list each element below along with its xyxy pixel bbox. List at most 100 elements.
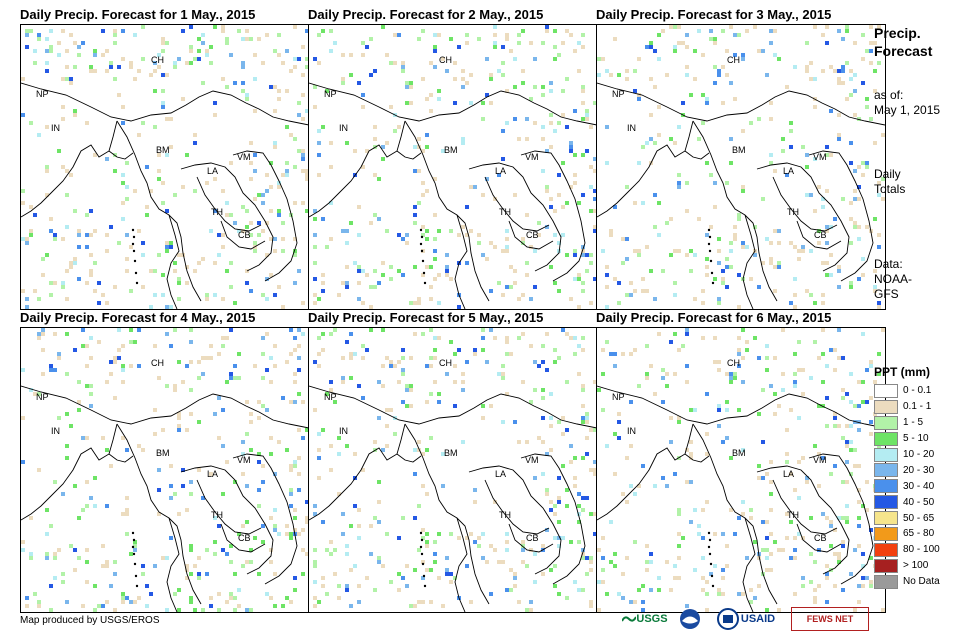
country-label-ch: CH: [151, 358, 164, 368]
daily-totals-line2: Totals: [874, 182, 906, 196]
legend-swatch: [874, 558, 898, 573]
as-of-date: as of: May 1, 2015: [874, 88, 964, 118]
country-label-th: TH: [499, 207, 511, 217]
country-label-bm: BM: [444, 448, 458, 458]
legend-label: 20 - 30: [903, 464, 935, 476]
country-label-la: LA: [495, 166, 506, 176]
country-label-np: NP: [324, 89, 337, 99]
legend-title: PPT (mm): [874, 365, 931, 379]
legend-label: 50 - 65: [903, 512, 935, 524]
daily-totals-note: Daily Totals: [874, 167, 964, 197]
country-label-ch: CH: [439, 55, 452, 65]
country-label-np: NP: [36, 89, 49, 99]
legend-item: 80 - 100: [874, 542, 940, 558]
country-label-cb: CB: [238, 533, 251, 543]
usaid-logo: USAID: [707, 607, 785, 631]
country-label-in: IN: [339, 426, 348, 436]
precip-layer: [21, 25, 309, 309]
country-label-vm: VM: [237, 152, 251, 162]
country-label-in: IN: [51, 426, 60, 436]
country-borders: [597, 82, 885, 309]
country-label-la: LA: [207, 166, 218, 176]
legend-item: 50 - 65: [874, 510, 940, 526]
country-label-bm: BM: [444, 145, 458, 155]
country-label-bm: BM: [156, 145, 170, 155]
sidebar-title-line2: Forecast: [874, 43, 933, 59]
legend-swatch: [874, 479, 898, 494]
country-label-in: IN: [627, 123, 636, 133]
data-source-line2: NOAA-: [874, 272, 913, 286]
country-label-ch: CH: [727, 55, 740, 65]
country-label-vm: VM: [525, 152, 539, 162]
legend-item: 1 - 5: [874, 415, 940, 431]
country-label-vm: VM: [813, 455, 827, 465]
country-label-ch: CH: [151, 55, 164, 65]
legend-label: 65 - 80: [903, 528, 935, 540]
data-source-line3: GFS: [874, 287, 899, 301]
country-label-in: IN: [51, 123, 60, 133]
as-of-value: May 1, 2015: [874, 103, 941, 117]
legend-item: 65 - 80: [874, 526, 940, 542]
country-label-la: LA: [207, 469, 218, 479]
legend-item: > 100: [874, 558, 940, 574]
panel-title: Daily Precip. Forecast for 3 May., 2015: [596, 7, 832, 22]
fews-net-logo-text: FEWS NET: [806, 614, 854, 624]
country-label-ch: CH: [439, 358, 452, 368]
country-label-cb: CB: [814, 230, 827, 240]
as-of-label: as of:: [874, 88, 904, 102]
sidebar-title-line1: Precip.: [874, 25, 921, 41]
panel-title: Daily Precip. Forecast for 4 May., 2015: [20, 310, 256, 325]
legend-swatch: [874, 495, 898, 510]
forecast-map: CH NP IN BM LA VM TH CB: [20, 24, 310, 310]
legend-swatch: [874, 399, 898, 414]
daily-totals-line1: Daily: [874, 167, 901, 181]
legend-item: No Data: [874, 574, 940, 590]
precip-layer: [21, 328, 309, 612]
country-label-np: NP: [612, 392, 625, 402]
map-credit: Map produced by USGS/EROS: [20, 615, 160, 626]
panel-title: Daily Precip. Forecast for 6 May., 2015: [596, 310, 832, 325]
country-label-in: IN: [627, 426, 636, 436]
precip-layer: [597, 328, 885, 612]
country-label-th: TH: [211, 207, 223, 217]
legend-swatch: [874, 383, 898, 398]
legend-label: 1 - 5: [903, 417, 924, 429]
map-panel-4: Daily Precip. Forecast for 4 May., 2015 …: [20, 310, 310, 613]
usgs-logo: USGS: [617, 607, 673, 631]
country-label-th: TH: [787, 207, 799, 217]
noaa-seal-icon: [680, 609, 700, 629]
map-panel-1: Daily Precip. Forecast for 1 May., 2015 …: [20, 7, 310, 310]
country-label-vm: VM: [525, 455, 539, 465]
legend-item: 20 - 30: [874, 462, 940, 478]
map-panel-2: Daily Precip. Forecast for 2 May., 2015 …: [308, 7, 598, 310]
legend-swatch: [874, 431, 898, 446]
legend-swatch: [874, 511, 898, 526]
country-borders: [309, 385, 597, 612]
country-label-bm: BM: [156, 448, 170, 458]
country-label-np: NP: [36, 392, 49, 402]
country-label-cb: CB: [526, 230, 539, 240]
panel-title: Daily Precip. Forecast for 5 May., 2015: [308, 310, 544, 325]
forecast-map: CH NP IN BM LA VM TH CB: [596, 327, 886, 613]
country-label-th: TH: [499, 510, 511, 520]
sidebar-title: Precip. Forecast: [874, 24, 964, 60]
forecast-map: CH NP IN BM LA VM TH CB: [308, 24, 598, 310]
legend-label: 40 - 50: [903, 496, 935, 508]
legend-item: 0 - 0.1: [874, 383, 940, 399]
data-source: Data: NOAA- GFS: [874, 257, 964, 302]
country-label-ch: CH: [727, 358, 740, 368]
country-label-np: NP: [612, 89, 625, 99]
legend-label: 0 - 0.1: [903, 385, 932, 397]
panel-title: Daily Precip. Forecast for 1 May., 2015: [20, 7, 256, 22]
panel-title: Daily Precip. Forecast for 2 May., 2015: [308, 7, 544, 22]
legend-swatch: [874, 415, 898, 430]
country-label-in: IN: [339, 123, 348, 133]
map-panel-5: Daily Precip. Forecast for 5 May., 2015 …: [308, 310, 598, 613]
data-source-line1: Data:: [874, 257, 903, 271]
country-label-cb: CB: [526, 533, 539, 543]
map-panel-6: Daily Precip. Forecast for 6 May., 2015 …: [596, 310, 886, 613]
country-label-la: LA: [783, 469, 794, 479]
legend-swatch: [874, 447, 898, 462]
legend-item: 40 - 50: [874, 494, 940, 510]
legend-swatch: [874, 542, 898, 557]
